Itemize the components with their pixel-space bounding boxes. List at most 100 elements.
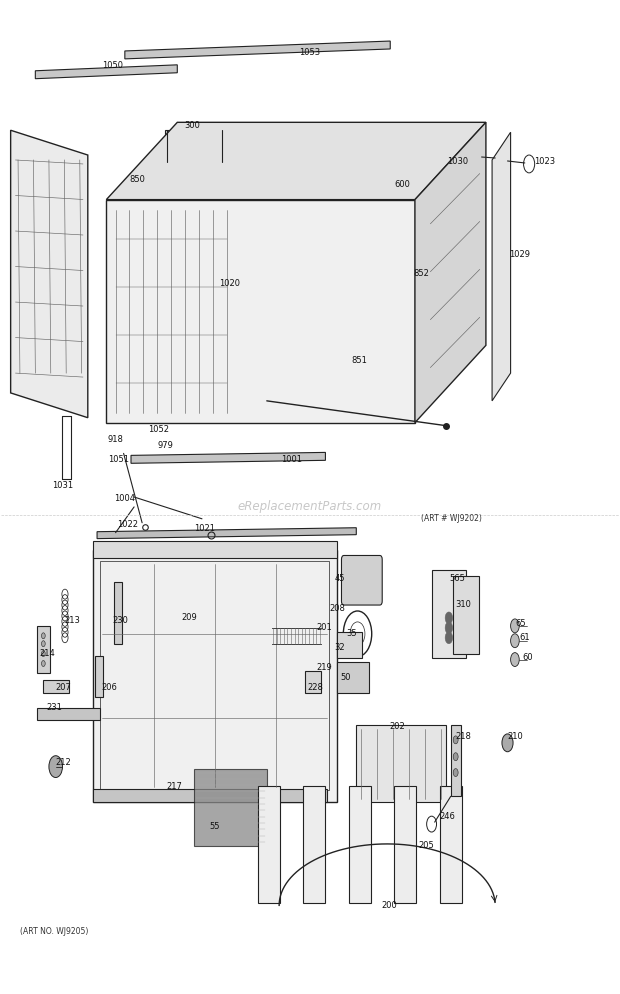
Bar — [257, 786, 280, 904]
Text: 65: 65 — [516, 619, 526, 628]
Circle shape — [445, 622, 453, 634]
Polygon shape — [35, 65, 177, 79]
Text: 210: 210 — [507, 733, 523, 742]
Text: 60: 60 — [522, 653, 533, 662]
Text: 1023: 1023 — [534, 157, 555, 166]
Text: 310: 310 — [455, 599, 471, 608]
Bar — [451, 725, 461, 796]
Text: (ART NO. WJ9205): (ART NO. WJ9205) — [20, 926, 88, 935]
Text: 1031: 1031 — [53, 481, 74, 490]
Polygon shape — [106, 122, 486, 200]
Circle shape — [453, 736, 458, 744]
Bar — [113, 582, 122, 644]
Polygon shape — [492, 132, 511, 401]
Text: 1051: 1051 — [108, 455, 129, 464]
Circle shape — [445, 632, 453, 644]
Text: 1029: 1029 — [510, 249, 530, 258]
Circle shape — [42, 641, 45, 647]
Circle shape — [511, 619, 519, 633]
Text: 45: 45 — [334, 574, 345, 582]
Text: 200: 200 — [381, 901, 397, 910]
Text: (ART # WJ9202): (ART # WJ9202) — [421, 514, 482, 523]
Text: 218: 218 — [455, 733, 471, 742]
Text: 206: 206 — [102, 683, 117, 692]
Bar — [95, 656, 104, 697]
Bar — [348, 786, 371, 904]
Text: 35: 35 — [347, 629, 357, 638]
Polygon shape — [415, 122, 486, 422]
Bar — [337, 632, 363, 658]
Text: 1053: 1053 — [299, 49, 321, 58]
Bar — [93, 541, 337, 559]
Text: 1004: 1004 — [114, 494, 135, 504]
Bar — [37, 708, 100, 720]
Text: 230: 230 — [112, 616, 128, 625]
Circle shape — [502, 734, 513, 751]
Circle shape — [42, 651, 45, 657]
Circle shape — [453, 768, 458, 776]
Bar — [432, 571, 466, 658]
Text: 851: 851 — [352, 356, 367, 365]
Bar — [93, 789, 327, 802]
Polygon shape — [97, 528, 356, 539]
Text: 979: 979 — [157, 441, 173, 450]
Text: 246: 246 — [439, 812, 455, 821]
Bar — [305, 672, 321, 693]
Circle shape — [453, 752, 458, 760]
Text: 600: 600 — [395, 180, 410, 189]
Text: 214: 214 — [40, 649, 56, 658]
Bar — [93, 550, 337, 802]
Text: 55: 55 — [209, 822, 219, 831]
Text: 209: 209 — [182, 613, 198, 622]
Polygon shape — [125, 41, 390, 59]
Text: 207: 207 — [55, 683, 71, 692]
Text: 1030: 1030 — [448, 157, 469, 166]
Text: 1052: 1052 — [148, 425, 169, 434]
Text: 32: 32 — [334, 643, 345, 652]
Circle shape — [511, 653, 519, 667]
Text: 918: 918 — [108, 435, 123, 444]
Text: 1001: 1001 — [281, 455, 302, 464]
Text: 1050: 1050 — [102, 62, 123, 71]
Text: 202: 202 — [390, 723, 405, 732]
Text: eReplacementParts.com: eReplacementParts.com — [238, 500, 382, 514]
Text: 850: 850 — [129, 175, 145, 184]
Polygon shape — [106, 200, 415, 422]
Bar — [337, 662, 369, 693]
Bar — [165, 130, 224, 162]
Polygon shape — [11, 130, 88, 417]
Bar — [394, 786, 416, 904]
Text: 50: 50 — [340, 673, 351, 682]
Text: 565: 565 — [449, 574, 465, 582]
Circle shape — [445, 612, 453, 624]
Text: 219: 219 — [316, 663, 332, 672]
Circle shape — [49, 755, 63, 777]
Bar — [453, 577, 479, 654]
Bar — [356, 725, 446, 802]
Text: 1022: 1022 — [117, 520, 138, 529]
Text: 205: 205 — [418, 841, 434, 851]
Bar — [440, 786, 462, 904]
Polygon shape — [131, 452, 326, 463]
Text: 228: 228 — [307, 683, 323, 692]
Bar — [303, 786, 326, 904]
FancyBboxPatch shape — [342, 556, 382, 605]
Bar — [194, 768, 267, 846]
Text: 300: 300 — [185, 121, 201, 130]
Circle shape — [42, 633, 45, 639]
Text: 213: 213 — [64, 616, 81, 625]
Bar — [100, 562, 329, 790]
Text: 201: 201 — [316, 623, 332, 632]
Polygon shape — [122, 542, 313, 551]
Bar — [375, 174, 410, 202]
Text: 1021: 1021 — [195, 524, 216, 533]
Bar — [37, 626, 50, 674]
Text: 1020: 1020 — [219, 279, 241, 288]
Bar — [43, 680, 69, 693]
Circle shape — [42, 661, 45, 667]
Text: 61: 61 — [520, 633, 530, 642]
Text: 217: 217 — [166, 782, 182, 791]
Text: 208: 208 — [330, 603, 346, 612]
Text: 231: 231 — [46, 703, 62, 712]
Text: 852: 852 — [413, 269, 429, 278]
